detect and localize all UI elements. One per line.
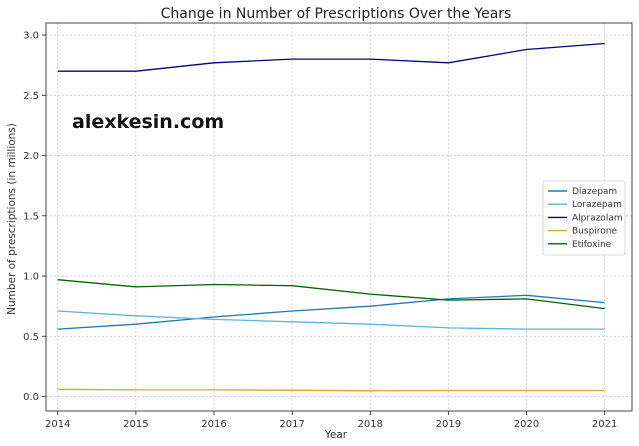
series-line-etifoxine <box>57 279 605 310</box>
grid-lines <box>46 23 632 411</box>
chart-title: Change in Number of Prescriptions Over t… <box>161 6 512 22</box>
legend-label-etifoxine: Etifoxine <box>572 240 612 250</box>
watermark-text: alexkesin.com <box>72 111 224 133</box>
y-tick-label-1.0: 1.0 <box>23 272 39 283</box>
x-tick-label-2020: 2020 <box>514 419 539 430</box>
y-tick-label-2.5: 2.5 <box>23 91 39 102</box>
axes: 2014 2015 2016 2017 2018 2019 2020 2021 0.0 0.5 1.… <box>23 22 633 430</box>
legend-label-lorazepam: Lorazepam <box>572 200 622 210</box>
legend-label-alprazolam: Alprazolam <box>572 213 623 223</box>
series-line-lorazepam <box>57 310 605 330</box>
legend-box <box>542 180 626 256</box>
x-tick-label-2014: 2014 <box>45 419 70 430</box>
x-tick-label-2015: 2015 <box>123 419 148 430</box>
x-tick-label-2021: 2021 <box>592 419 617 430</box>
y-tick-label-2.0: 2.0 <box>23 151 39 162</box>
x-axis-label: Year <box>324 429 348 441</box>
series-line-buspirone <box>57 388 605 392</box>
legend: Diazepam Lorazepam Alprazolam Buspirone Etif… <box>542 180 626 256</box>
x-tick-label-2019: 2019 <box>436 419 461 430</box>
series-line-alprazolam <box>57 42 605 72</box>
plot-frame <box>45 22 633 412</box>
y-tick-label-1.5: 1.5 <box>23 211 39 222</box>
y-axis-label: Number of prescriptions (in millions) <box>6 123 18 315</box>
legend-label-diazepam: Diazepam <box>572 187 617 197</box>
x-tick-label-2016: 2016 <box>201 419 226 430</box>
y-tick-label-0.0: 0.0 <box>23 392 39 403</box>
series-lines <box>57 42 605 392</box>
y-tick-label-3.0: 3.0 <box>23 31 39 42</box>
legend-label-buspirone: Buspirone <box>572 227 617 237</box>
series-line-diazepam <box>57 294 605 330</box>
x-tick-label-2017: 2017 <box>279 419 304 430</box>
y-tick-label-0.5: 0.5 <box>23 332 39 343</box>
x-tick-label-2018: 2018 <box>358 419 383 430</box>
